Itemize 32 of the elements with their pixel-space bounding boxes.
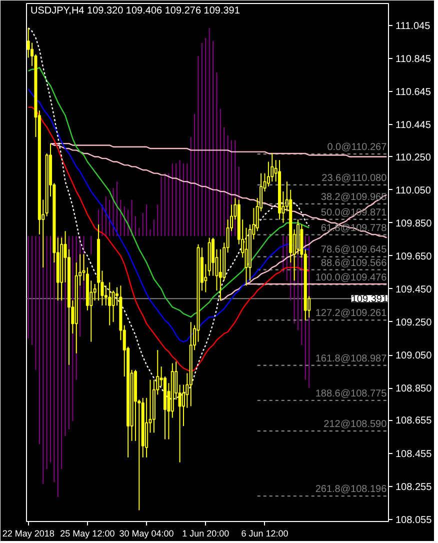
y-tick-label: 109.450 bbox=[396, 284, 432, 296]
y-tick-label: 109.050 bbox=[396, 350, 432, 362]
series-label: 100.0@109.476 bbox=[315, 272, 388, 284]
series-label: 212@108.590 bbox=[324, 418, 388, 430]
y-tick-label: 108.455 bbox=[396, 448, 432, 460]
x-tick-label: 30 May 04:00 bbox=[119, 528, 174, 538]
series-label: 23.6@110.080 bbox=[322, 172, 388, 184]
x-tick-label: 1 Jun 20:00 bbox=[182, 528, 230, 538]
x-tick-label: 25 May 12:00 bbox=[60, 528, 115, 538]
y-tick-label: 108.655 bbox=[396, 416, 432, 427]
x-tick-label: 22 May 2018 bbox=[2, 528, 54, 538]
y-tick-label: 108.850 bbox=[396, 384, 432, 395]
y-tick-label: 110.050 bbox=[396, 185, 432, 196]
y-tick-label: 108.255 bbox=[396, 482, 432, 493]
series-label: 261.8@108.196 bbox=[315, 484, 388, 496]
series-label: 161.8@108.987 bbox=[315, 353, 388, 364]
chart-title: USDJPY,H4 109.320 109.406 109.276 109.391 bbox=[30, 6, 240, 16]
y-tick-label: 109.650 bbox=[396, 251, 432, 262]
y-tick-label: 110.645 bbox=[396, 87, 432, 98]
series-label: 127.2@109.261 bbox=[315, 308, 388, 320]
y-tick-label: 109.850 bbox=[396, 218, 432, 230]
series-label: 188.6@108.775 bbox=[315, 388, 388, 400]
x-tick-label: 6 Jun 12:00 bbox=[241, 528, 288, 538]
y-tick-label: 109.250 bbox=[396, 317, 432, 328]
series-label: 88.6@109.566 bbox=[320, 258, 388, 269]
series-label: 0.0@110.267 bbox=[327, 142, 388, 153]
y-tick-label: 110.445 bbox=[396, 120, 432, 132]
y-tick-label: 111.045 bbox=[396, 20, 431, 32]
y-tick-label: 108.055 bbox=[396, 514, 432, 526]
y-tick-label: 110.250 bbox=[396, 152, 432, 164]
y-tick-label: 110.845 bbox=[396, 54, 432, 66]
series-label: 78.6@109.645 bbox=[320, 244, 388, 256]
